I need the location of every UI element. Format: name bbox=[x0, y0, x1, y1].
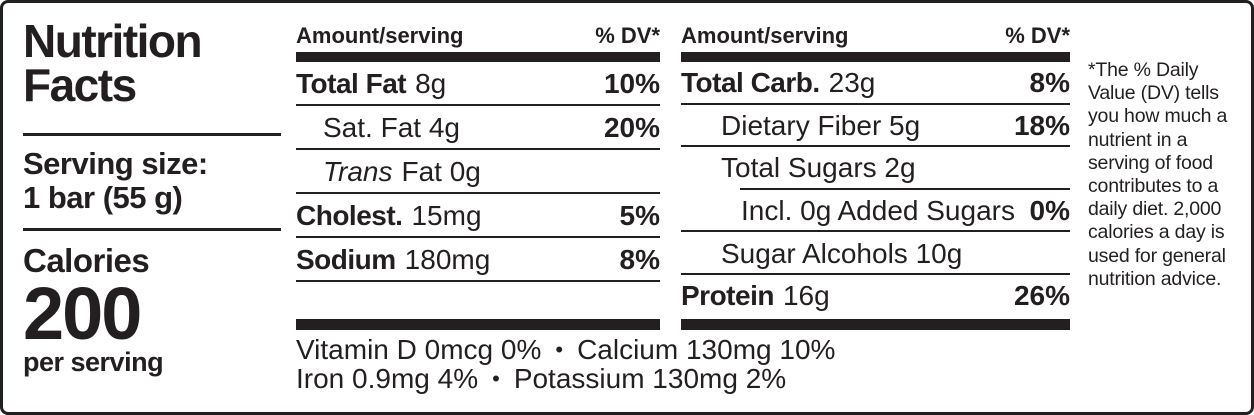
nutrient-name: Dietary Fiber 5g bbox=[721, 109, 921, 141]
nutrient-row: Cholest. 15mg 5% bbox=[296, 194, 660, 238]
nutrient-name: Total Carb. 23g bbox=[681, 67, 876, 99]
serving-size-value: 1 bar (55 g) bbox=[23, 180, 183, 215]
nutrient-row: Sat. Fat 4g 20% bbox=[296, 106, 660, 150]
nutrient-dv: 8% bbox=[619, 244, 660, 275]
nutrient-row: Sugar Alcohols 10g bbox=[681, 232, 1070, 275]
nutrient-name: Sugar Alcohols 10g bbox=[721, 237, 963, 269]
amount-serving-header: Amount/serving bbox=[296, 23, 464, 48]
nutrient-name: Incl. 0g Added Sugars bbox=[741, 195, 1015, 227]
dv-header: % DV* bbox=[595, 23, 660, 48]
nutrient-row: Trans Fat 0g bbox=[296, 150, 660, 194]
dv-footnote: *The % Daily Value (DV) tells you how mu… bbox=[1088, 59, 1228, 290]
nutrient-name: Sat. Fat 4g bbox=[323, 112, 460, 143]
column-header: Amount/serving % DV* bbox=[296, 19, 660, 49]
header-thick-bar bbox=[681, 52, 1070, 62]
column-bottom-bar bbox=[681, 319, 1070, 330]
nutrient-name: Protein 16g bbox=[681, 280, 830, 312]
micronutrient-item: Calcium 130mg 10% bbox=[577, 334, 836, 365]
divider-rule bbox=[23, 228, 281, 231]
calories-unit: per serving bbox=[23, 347, 164, 377]
nutrient-name: Sodium 180mg bbox=[296, 244, 491, 275]
amount-serving-header: Amount/serving bbox=[681, 23, 849, 48]
column-header: Amount/serving % DV* bbox=[681, 19, 1070, 49]
nutrient-row: Protein 16g 26% bbox=[681, 275, 1070, 318]
micronutrient-item: Vitamin D 0mcg 0% bbox=[296, 334, 542, 365]
label-title: Nutrition Facts bbox=[23, 15, 281, 111]
header-thick-bar bbox=[296, 52, 660, 62]
label-title-line1: Nutrition bbox=[23, 15, 203, 67]
nutrient-dv: 8% bbox=[1029, 67, 1070, 99]
micronutrient-item: Iron 0.9mg 4% bbox=[296, 363, 479, 394]
nutrient-name: Total Fat 8g bbox=[296, 68, 447, 99]
nutrient-row: Total Fat 8g 10% bbox=[296, 62, 660, 106]
dv-header: % DV* bbox=[1005, 23, 1070, 48]
nutrient-dv: 26% bbox=[1013, 280, 1070, 312]
label-title-line2: Facts bbox=[23, 59, 137, 111]
divider-rule bbox=[23, 133, 281, 136]
nutrient-name: Total Sugars 2g bbox=[721, 152, 916, 184]
micronutrient-line: Iron 0.9mg 4% • Potassium 130mg 2% bbox=[296, 364, 1070, 393]
bullet-separator: • bbox=[492, 366, 500, 391]
nutrient-row: Total Carb. 23g 8% bbox=[681, 62, 1070, 105]
nutrient-dv: 20% bbox=[603, 112, 660, 143]
calories-value: 200 bbox=[23, 272, 142, 355]
summary-panel: Nutrition Facts Serving size: 1 bar (55 … bbox=[23, 15, 281, 404]
nutrient-dv: 0% bbox=[1029, 195, 1070, 227]
nutrient-dv: 10% bbox=[603, 68, 660, 99]
nutrient-row: Total Sugars 2g bbox=[681, 147, 1070, 190]
column-gap bbox=[660, 19, 681, 330]
nutrient-row: Incl. 0g Added Sugars 0% bbox=[681, 190, 1070, 233]
nutrient-column-2: Amount/serving % DV* Total Carb. 23g 8% Dieta… bbox=[681, 19, 1070, 330]
serving-size-label: Serving size: bbox=[23, 146, 208, 181]
nutrient-row: Dietary Fiber 5g 18% bbox=[681, 105, 1070, 148]
micronutrient-line: Vitamin D 0mcg 0% • Calcium 130mg 10% bbox=[296, 335, 1070, 364]
nutrient-name: Cholest. 15mg bbox=[296, 200, 482, 231]
nutrient-dv: 5% bbox=[619, 200, 660, 231]
nutrient-columns: Amount/serving % DV* Total Fat 8g 10% Sat. Fa… bbox=[296, 19, 1070, 330]
nutrient-row: Sodium 180mg 8% bbox=[296, 238, 660, 282]
nutrient-dv: 18% bbox=[1013, 109, 1070, 141]
nutrient-column-1: Amount/serving % DV* Total Fat 8g 10% Sat. Fa… bbox=[296, 19, 660, 330]
serving-size-block: Serving size: 1 bar (55 g) bbox=[23, 147, 281, 215]
micronutrient-item: Potassium 130mg 2% bbox=[513, 363, 787, 394]
bullet-separator: • bbox=[555, 337, 564, 362]
micronutrients-block: Vitamin D 0mcg 0% • Calcium 130mg 10% Iron … bbox=[296, 335, 1070, 393]
column-bottom-bar bbox=[296, 319, 660, 330]
nutrient-name: Trans Fat 0g bbox=[323, 156, 481, 187]
nutrient-panel: Amount/serving % DV* Total Fat 8g 10% Sat. Fa… bbox=[296, 19, 1070, 404]
calories-label: Calories bbox=[23, 242, 150, 279]
